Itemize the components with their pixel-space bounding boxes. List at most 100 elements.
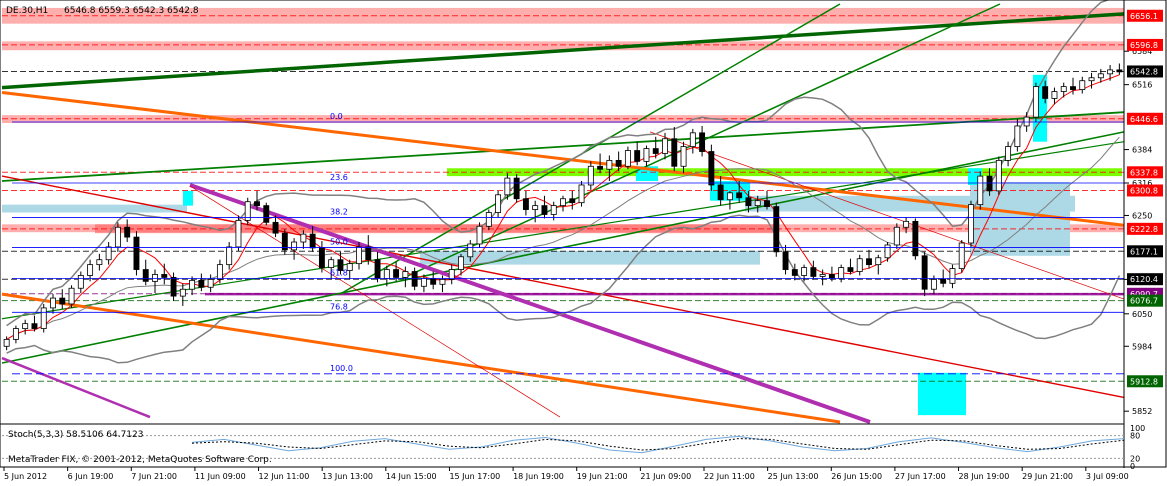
candle-body — [3, 338, 10, 347]
fib-label: 100.0 — [330, 364, 353, 373]
candle-body — [235, 219, 242, 248]
price-tag — [1127, 375, 1163, 388]
x-tick-label: 27 Jun 17:00 — [895, 472, 946, 481]
trend-line — [1, 175, 1125, 399]
candle-body — [142, 269, 149, 282]
price-tag-label: 6120.4 — [1130, 275, 1158, 284]
candle-body — [652, 148, 659, 154]
price-tag-label: 6300.8 — [1130, 186, 1158, 195]
candle-body — [161, 274, 168, 278]
candle-body — [560, 198, 566, 207]
candle-body — [1042, 86, 1049, 99]
x-tick-label: 12 Jun 11:00 — [259, 472, 310, 481]
candle-body — [828, 274, 835, 279]
y-tick-label: 6516 — [1132, 81, 1152, 90]
price-tag-label: 6337.8 — [1130, 168, 1158, 177]
candle-body — [773, 206, 780, 253]
copyright-label: MetaTrader FIX, © 2001-2012, MetaQuotes … — [8, 455, 272, 465]
bollinger-upper — [6, 0, 1111, 327]
candle-body — [59, 297, 66, 305]
candle-body — [356, 246, 362, 265]
candle-body — [50, 297, 56, 309]
candle-body — [754, 200, 761, 207]
price-tag — [1127, 294, 1163, 307]
y-tick-label: 5984 — [1132, 342, 1152, 351]
candle-body — [606, 159, 613, 170]
candle-body — [1097, 73, 1104, 79]
candle-body — [921, 255, 928, 290]
candle-body — [745, 197, 752, 207]
candle-body — [96, 259, 103, 266]
candle-body — [689, 132, 696, 148]
candle-body — [346, 263, 353, 271]
trend-line — [1, 141, 1125, 320]
candle-body — [671, 138, 678, 167]
candle-body — [949, 268, 956, 284]
candle-body — [504, 177, 511, 196]
price-tag-label: 6446.6 — [1130, 115, 1158, 124]
candle-body — [272, 221, 279, 234]
candle-body — [393, 269, 400, 278]
x-tick-label: 25 Jun 13:00 — [768, 472, 819, 481]
x-tick-label: 26 Jun 15:00 — [831, 472, 882, 481]
candle-body — [578, 184, 585, 204]
candle-body — [550, 205, 557, 215]
candle-body — [152, 274, 158, 282]
candle-body — [40, 307, 47, 329]
y-tick-label: 5852 — [1132, 407, 1152, 416]
trend-line — [189, 183, 871, 424]
candle-body — [995, 159, 1002, 192]
x-tick-label: 6 Jun 19:00 — [68, 472, 114, 481]
candle-body — [114, 226, 121, 248]
candle-body — [587, 165, 594, 186]
candle-body — [810, 267, 817, 277]
candle-body — [495, 194, 502, 213]
candle-body — [439, 278, 446, 285]
candle-body — [940, 278, 947, 284]
candle-body — [458, 256, 464, 270]
candle-body — [847, 267, 854, 272]
candle-body — [791, 269, 798, 276]
candle-body — [133, 236, 140, 270]
price-tag-label: 6076.7 — [1130, 297, 1158, 306]
candle-body — [31, 323, 38, 329]
candle-body — [838, 267, 845, 279]
price-tag — [1127, 273, 1163, 286]
cyan-box — [918, 372, 966, 416]
candle-body — [411, 271, 418, 287]
candle-body — [736, 192, 743, 199]
candle-body — [216, 264, 223, 280]
support-zone — [970, 182, 1070, 256]
candle-body — [866, 258, 872, 266]
candle-body — [903, 220, 910, 228]
ohlc-label: 6546.8 6559.3 6542.3 6542.8 — [64, 6, 199, 16]
fib-label: 23.6 — [330, 173, 348, 182]
candle-body — [1116, 69, 1123, 73]
candles-layer — [3, 63, 1123, 351]
trend-line — [1, 111, 1125, 182]
price-tag-label: 5912.8 — [1130, 377, 1158, 386]
candle-body — [402, 271, 409, 278]
candle-body — [365, 246, 372, 261]
candle-body — [309, 233, 316, 249]
candle-body — [1032, 86, 1039, 118]
candle-body — [485, 212, 492, 227]
candle-body — [198, 279, 205, 288]
candle-body — [1051, 91, 1058, 99]
price-tag — [1127, 65, 1163, 78]
price-tag-label: 6177.1 — [1130, 247, 1158, 256]
x-tick-label: 5 Jun 2012 — [4, 472, 47, 481]
candle-body — [875, 257, 882, 266]
price-tag-label: 6222.8 — [1130, 225, 1158, 234]
candle-body — [662, 138, 668, 154]
candle-body — [254, 201, 260, 207]
candle-body — [708, 151, 715, 186]
x-tick-label: 7 Jun 21:00 — [131, 472, 177, 481]
x-tick-label: 21 Jun 09:00 — [640, 472, 691, 481]
candle-body — [624, 150, 631, 167]
candle-body — [930, 278, 937, 290]
candle-body — [1079, 80, 1086, 90]
